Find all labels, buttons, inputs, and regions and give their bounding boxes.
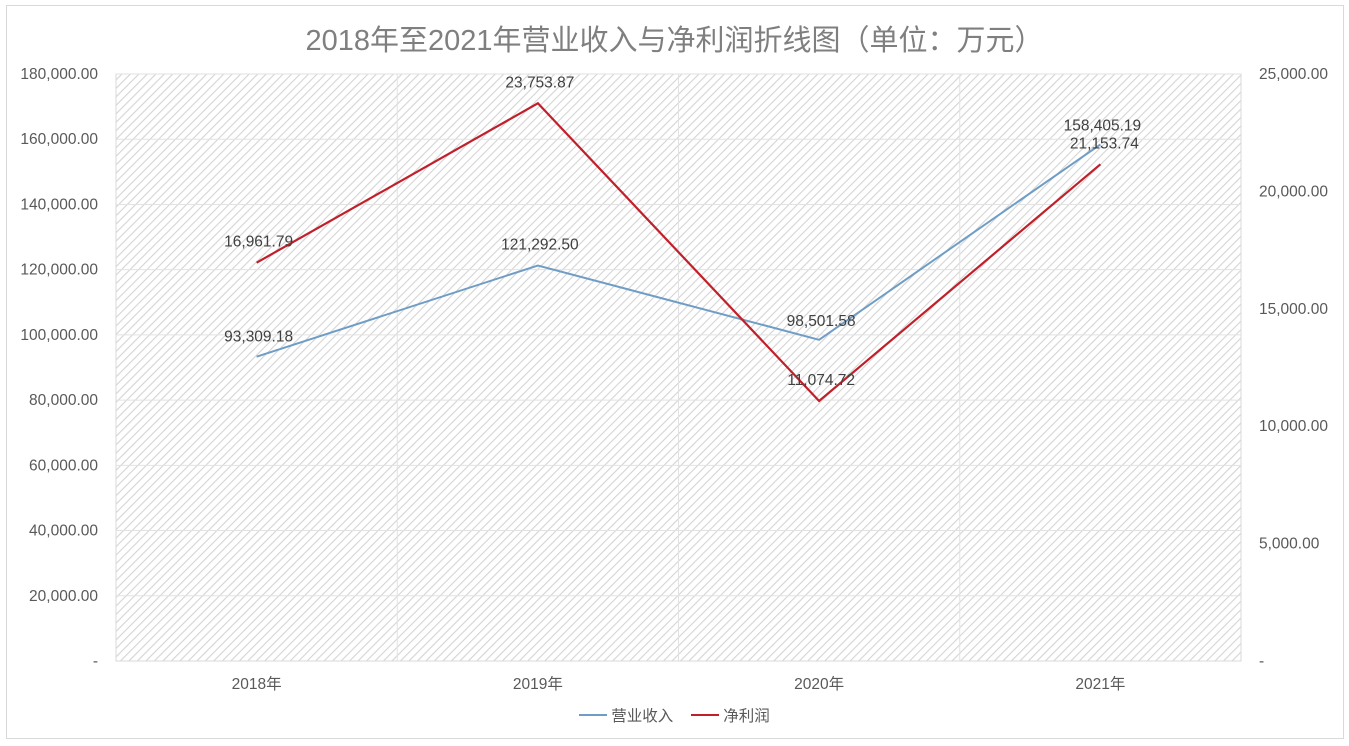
left-axis-tick: 160,000.00 [20, 131, 98, 148]
x-axis: 2018年 2019年 2020年 2021年 [232, 675, 1126, 693]
right-axis-tick: 15,000.00 [1259, 301, 1328, 318]
right-axis-tick: 10,000.00 [1259, 418, 1328, 435]
data-label: 121,292.50 [501, 236, 579, 253]
right-axis-tick: 20,000.00 [1259, 183, 1328, 200]
left-axis-tick: 140,000.00 [20, 196, 98, 213]
data-label: 93,309.18 [224, 329, 293, 346]
right-axis-tick: 5,000.00 [1259, 536, 1320, 553]
series-lines [256, 101, 1102, 403]
left-axis-tick: 120,000.00 [20, 262, 98, 279]
left-axis-tick: - [93, 653, 98, 670]
legend-item-revenue[interactable]: 营业收入 [579, 704, 673, 726]
data-labels: 93,309.18 121,292.50 98,501.58 158,405.19 16… [224, 74, 1141, 389]
net-profit-line-swatch-icon [691, 714, 720, 716]
right-axis: - 5,000.00 10,000.00 15,000.00 20,000.00 25,0… [1259, 66, 1328, 670]
legend-label-revenue: 营业收入 [611, 708, 674, 725]
net-profit-line[interactable] [256, 101, 1102, 403]
data-label: 21,153.74 [1070, 135, 1139, 152]
chart-title: 2018年至2021年营业收入与净利润折线图（单位：万元） [305, 25, 1044, 57]
left-axis-tick: 80,000.00 [29, 392, 98, 409]
left-axis: - 20,000.00 40,000.00 60,000.00 80,000.00 100… [20, 66, 98, 670]
legend: 营业收入 净利润 [0, 704, 1349, 726]
legend-item-net-profit[interactable]: 净利润 [691, 704, 770, 726]
x-axis-category: 2020年 [794, 675, 844, 693]
left-axis-tick: 20,000.00 [29, 588, 98, 605]
data-label: 98,501.58 [787, 313, 856, 330]
data-label: 11,074.72 [787, 372, 855, 389]
left-axis-tick: 40,000.00 [29, 523, 98, 540]
gridlines [116, 73, 1241, 661]
left-axis-tick: 180,000.00 [20, 66, 98, 83]
revenue-line-swatch-icon [579, 714, 608, 716]
left-axis-tick: 60,000.00 [29, 457, 98, 474]
x-axis-category: 2021年 [1075, 675, 1125, 693]
right-axis-tick: - [1259, 653, 1264, 670]
x-axis-category: 2018年 [232, 675, 282, 693]
x-axis-category: 2019年 [513, 675, 563, 693]
left-axis-tick: 100,000.00 [20, 327, 98, 344]
data-label: 23,753.87 [505, 74, 574, 91]
legend-label-net-profit: 净利润 [723, 708, 770, 725]
data-label: 16,961.79 [224, 234, 293, 251]
right-axis-tick: 25,000.00 [1259, 66, 1328, 83]
revenue-line[interactable] [256, 143, 1101, 358]
data-label: 158,405.19 [1064, 117, 1142, 134]
